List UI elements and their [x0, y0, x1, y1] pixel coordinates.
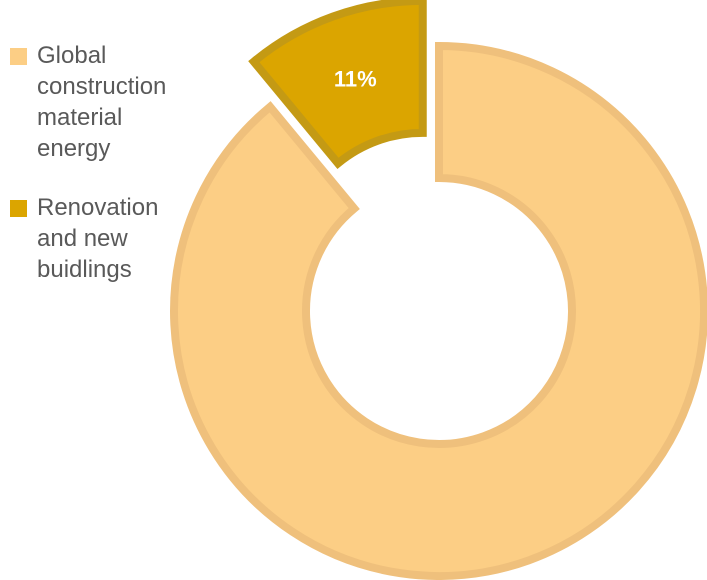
legend-label-renovation-new-buildings: Renovation and new buidlings: [37, 192, 210, 285]
legend-swatch-renovation-new-buildings: [10, 200, 27, 217]
legend-swatch-construction-material-energy: [10, 48, 27, 65]
donut-slice-0: [174, 46, 704, 576]
legend-item-renovation-new-buildings: Renovation and new buidlings: [10, 192, 210, 285]
legend-item-construction-material-energy: Global construction material energy: [10, 40, 210, 164]
data-label-1: 11%: [334, 67, 377, 92]
chart-legend: Global construction material energy Reno…: [10, 40, 210, 285]
legend-label-construction-material-energy: Global construction material energy: [37, 40, 210, 164]
